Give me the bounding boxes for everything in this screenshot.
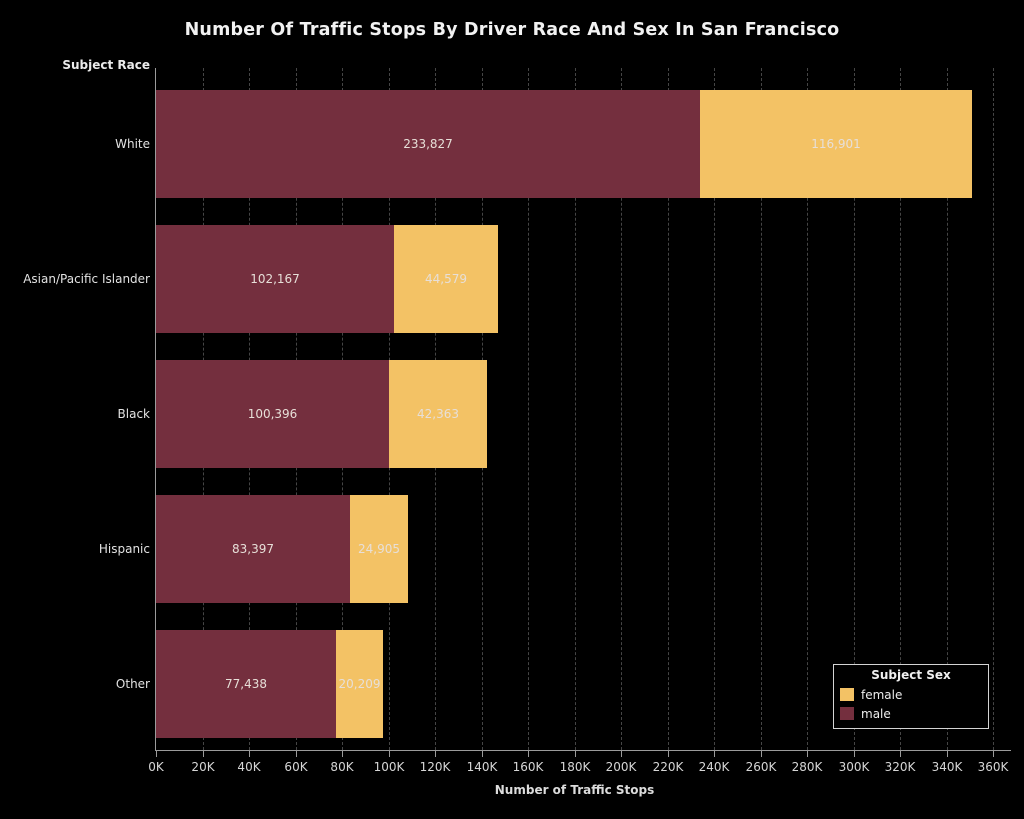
- legend-label-female: female: [861, 687, 903, 702]
- bar-segment-male-white[interactable]: 233,827: [156, 90, 700, 198]
- bar-segment-female-asian-pacific-islander[interactable]: 44,579: [394, 225, 498, 333]
- legend-swatch-female: [840, 688, 854, 701]
- bar-value-label: 83,397: [232, 542, 274, 556]
- bar-value-label: 116,901: [811, 137, 861, 151]
- x-tick-label-240k: 240K: [698, 760, 730, 774]
- x-tick-mark-140k: [482, 751, 483, 757]
- x-tick-mark-180k: [575, 751, 576, 757]
- bar-segment-male-hispanic[interactable]: 83,397: [156, 495, 350, 603]
- x-tick-label-120k: 120K: [419, 760, 451, 774]
- bar-value-label: 77,438: [225, 677, 267, 691]
- x-tick-label-20k: 20K: [191, 760, 215, 774]
- gridline-180k: [575, 68, 576, 750]
- bar-row-hispanic: 83,397 24,905: [156, 495, 993, 603]
- x-tick-label-160k: 160K: [512, 760, 544, 774]
- x-tick-mark-340k: [947, 751, 948, 757]
- row-label-asian-pacific-islander[interactable]: Asian/Pacific Islander: [23, 272, 150, 286]
- x-tick-label-180k: 180K: [559, 760, 591, 774]
- row-label-black[interactable]: Black: [117, 407, 150, 421]
- bar-segment-female-hispanic[interactable]: 24,905: [350, 495, 408, 603]
- x-tick-label-60k: 60K: [284, 760, 308, 774]
- bar-value-label: 100,396: [247, 407, 298, 421]
- y-axis-line: [155, 68, 156, 751]
- bar-value-label: 44,579: [425, 272, 467, 286]
- x-tick-label-320k: 320K: [884, 760, 916, 774]
- gridline-300k: [854, 68, 855, 750]
- legend-item-female[interactable]: female: [840, 685, 982, 704]
- bar-value-label: 102,167: [250, 272, 300, 286]
- x-axis-line: [155, 750, 1011, 751]
- bar-segment-male-asian-pacific-islander[interactable]: 102,167: [156, 225, 394, 333]
- row-label-white[interactable]: White: [115, 137, 150, 151]
- gridline-240k: [714, 68, 715, 750]
- gridline-260k: [761, 68, 762, 750]
- x-tick-label-80k: 80K: [330, 760, 354, 774]
- x-tick-label-300k: 300K: [838, 760, 870, 774]
- x-tick-mark-260k: [761, 751, 762, 757]
- row-axis-title: Subject Race: [62, 58, 150, 72]
- plot-area: 233,827 116,901 102,167 44,579 100,396 42,363…: [148, 68, 1011, 774]
- x-tick-label-100k: 100K: [373, 760, 405, 774]
- x-tick-label-220k: 220K: [652, 760, 684, 774]
- x-tick-mark-240k: [714, 751, 715, 757]
- legend-title: Subject Sex: [871, 668, 951, 682]
- x-tick-mark-100k: [389, 751, 390, 757]
- gridline-280k: [807, 68, 808, 750]
- gridline-340k: [947, 68, 948, 750]
- gridline-220k: [668, 68, 669, 750]
- x-tick-mark-40k: [249, 751, 250, 757]
- bar-segment-female-other[interactable]: 20,209: [336, 630, 383, 738]
- x-tick-mark-280k: [807, 751, 808, 757]
- legend-items-container: female male: [840, 685, 982, 723]
- x-tick-mark-0k: [156, 751, 157, 757]
- row-label-other[interactable]: Other: [115, 677, 150, 691]
- bar-value-label: 24,905: [358, 542, 400, 556]
- bar-segment-male-black[interactable]: 100,396: [156, 360, 389, 468]
- x-tick-mark-20k: [203, 751, 204, 757]
- legend-item-male[interactable]: male: [840, 704, 982, 723]
- x-tick-mark-300k: [854, 751, 855, 757]
- bar-row-other: 77,438 20,209: [156, 630, 993, 738]
- x-tick-label-260k: 260K: [745, 760, 777, 774]
- x-tick-mark-360k: [993, 751, 994, 757]
- bar-value-label: 42,363: [417, 407, 459, 421]
- x-tick-label-340k: 340K: [931, 760, 963, 774]
- bar-segment-female-white[interactable]: 116,901: [700, 90, 972, 198]
- x-tick-label-200k: 200K: [605, 760, 637, 774]
- bar-value-label: 233,827: [403, 137, 453, 151]
- chart-title: Number Of Traffic Stops By Driver Race A…: [184, 20, 840, 40]
- x-axis-title: Number of Traffic Stops: [494, 783, 655, 797]
- gridline-360k: [993, 68, 994, 750]
- x-tick-mark-320k: [900, 751, 901, 757]
- x-tick-label-140k: 140K: [466, 760, 498, 774]
- x-tick-mark-160k: [528, 751, 529, 757]
- bar-row-white: 233,827 116,901: [156, 90, 993, 198]
- bar-row-asian-pacific-islander: 102,167 44,579: [156, 225, 993, 333]
- bar-segment-male-other[interactable]: 77,438: [156, 630, 336, 738]
- bar-value-label: 20,209: [338, 677, 381, 691]
- row-labels-container: White Asian/Pacific Islander Black Hispanic…: [0, 68, 150, 750]
- gridline-320k: [900, 68, 901, 750]
- gridline-200k: [621, 68, 622, 750]
- x-tick-mark-60k: [296, 751, 297, 757]
- x-tick-label-280k: 280K: [791, 760, 823, 774]
- bar-segment-female-black[interactable]: 42,363: [389, 360, 487, 468]
- legend-label-male: male: [861, 706, 891, 721]
- x-tick-label-0k: 0K: [148, 760, 164, 774]
- row-label-hispanic[interactable]: Hispanic: [98, 542, 150, 556]
- x-tick-mark-120k: [435, 751, 436, 757]
- bar-row-black: 100,396 42,363: [156, 360, 993, 468]
- legend: Subject Sex female male: [833, 664, 989, 729]
- x-tick-label-40k: 40K: [237, 760, 261, 774]
- gridline-160k: [528, 68, 529, 750]
- x-tick-mark-220k: [668, 751, 669, 757]
- x-tick-mark-200k: [621, 751, 622, 757]
- x-tick-label-360k: 360K: [977, 760, 1009, 774]
- legend-swatch-male: [840, 707, 854, 720]
- x-tick-mark-80k: [342, 751, 343, 757]
